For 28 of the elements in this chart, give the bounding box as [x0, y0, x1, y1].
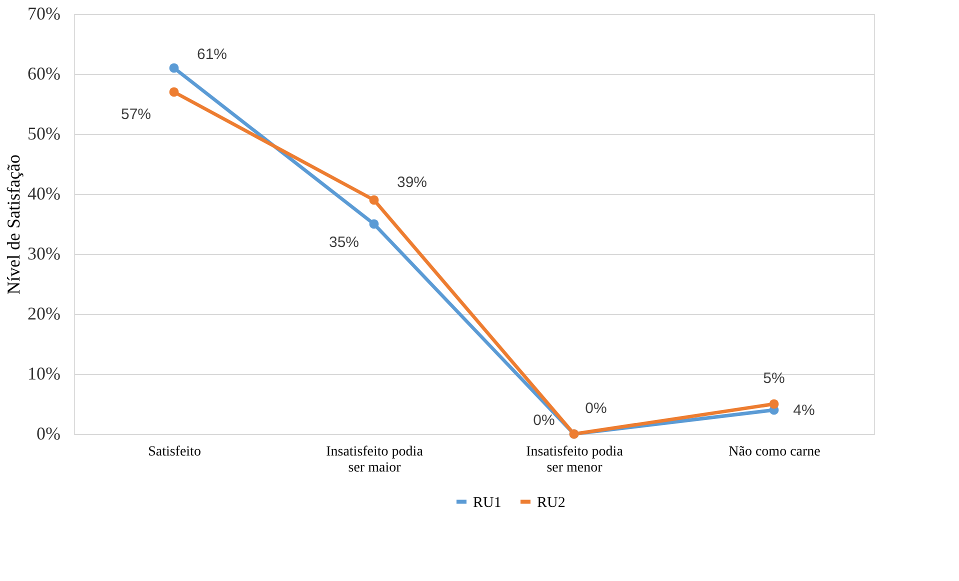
- point: [369, 195, 379, 205]
- point: [169, 87, 179, 97]
- y-tick-label: 10%: [28, 364, 60, 384]
- data-label: 0%: [585, 400, 607, 417]
- y-tick-label: 60%: [28, 64, 60, 84]
- data-label: 4%: [793, 402, 815, 419]
- y-tick-label: 40%: [28, 184, 60, 204]
- data-label: 35%: [328, 234, 360, 251]
- y-tick-label: 20%: [28, 304, 60, 324]
- point: [169, 63, 179, 73]
- data-label: 0%: [533, 412, 555, 429]
- y-axis-title: Nível de Satisfação: [4, 154, 24, 294]
- x-tick-label: Insatisfeito podia ser maior: [326, 444, 424, 476]
- x-tick-label: Satisfeito: [148, 444, 201, 460]
- data-label: 39%: [396, 174, 428, 191]
- data-label: 57%: [120, 106, 152, 123]
- x-tick-label: Insatisfeito podia ser menor: [526, 444, 624, 476]
- point: [369, 219, 379, 229]
- legend-label: RU2: [537, 494, 566, 511]
- legend-label: RU1: [473, 494, 502, 511]
- point: [769, 399, 779, 409]
- data-label: 5%: [763, 370, 785, 387]
- data-label: 61%: [196, 46, 228, 63]
- y-tick-label: 70%: [28, 4, 60, 24]
- x-tick-label: Não como carne: [728, 444, 820, 460]
- y-tick-label: 0%: [36, 424, 60, 444]
- y-tick-label: 50%: [28, 124, 60, 144]
- y-tick-label: 30%: [28, 244, 60, 264]
